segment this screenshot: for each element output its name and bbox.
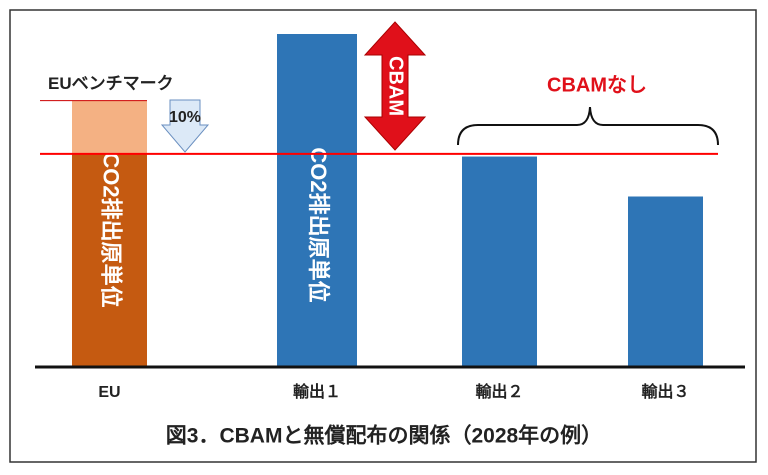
bar bbox=[462, 156, 537, 367]
x-tick-label: 輸出３ bbox=[641, 382, 689, 401]
bar-text: CO2排出原単位 bbox=[306, 147, 331, 302]
reduction-label: 10% bbox=[169, 109, 201, 126]
benchmark-label: EUベンチマーク bbox=[48, 74, 174, 93]
bar bbox=[72, 153, 147, 367]
bar-segment bbox=[72, 100, 147, 154]
cbam-label: CBAM bbox=[385, 56, 407, 116]
bar bbox=[277, 34, 357, 367]
x-tick-label: EU bbox=[98, 384, 120, 401]
bar-text: CO2排出原単位 bbox=[99, 152, 124, 307]
no-cbam-label: CBAMなし bbox=[547, 73, 647, 96]
brace bbox=[457, 106, 719, 146]
x-tick-label: 輸出２ bbox=[475, 382, 523, 401]
chart-title: 図3．CBAMと無償配布の関係（2028年の例） bbox=[166, 424, 602, 448]
reduction-arrow bbox=[160, 99, 210, 153]
bar bbox=[628, 196, 703, 367]
cbam-arrow bbox=[363, 21, 427, 151]
x-tick-label: 輸出１ bbox=[293, 382, 341, 401]
